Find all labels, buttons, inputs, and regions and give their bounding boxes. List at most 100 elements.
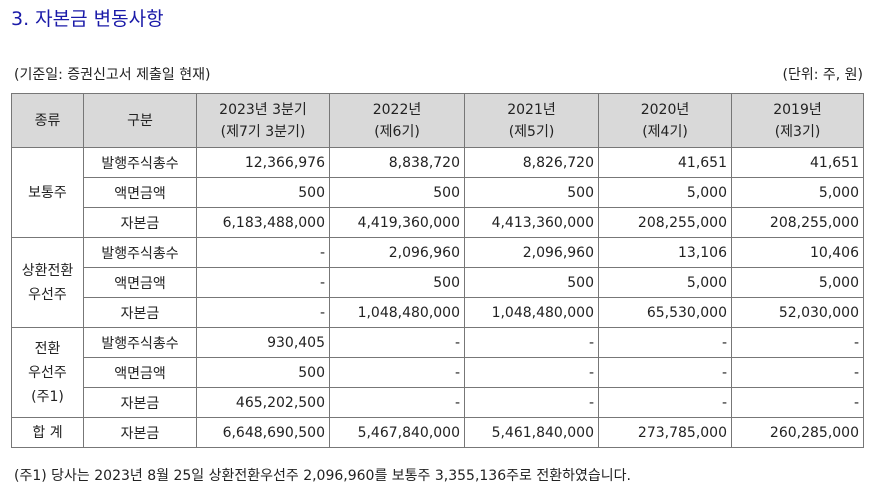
header-cell: 2020년 (제4기) [598, 93, 732, 148]
header-line: (제4기) [642, 123, 688, 140]
value-cell: 930,405 [196, 327, 330, 358]
value-cell: 500 [196, 177, 330, 208]
group-label-line: 보통주 [28, 184, 67, 201]
group-label-line: 상환전환 [21, 262, 74, 279]
table-row: 자본금 465,202,500- - - - [12, 387, 864, 418]
capital-table: 종류 구분 2023년 3분기 (제7기 3분기) 2022년 (제6기) 2021년 (제5… [11, 93, 864, 448]
value-cell: - [196, 297, 330, 328]
value-cell: 8,838,720 [329, 147, 465, 178]
value-cell: 1,048,480,000 [329, 297, 465, 328]
value-cell: 273,785,000 [598, 417, 732, 448]
value-cell: 6,183,488,000 [196, 207, 330, 238]
value-cell: 208,255,000 [598, 207, 732, 238]
group-label-line: 우선주 [28, 286, 67, 303]
value-cell: - [464, 357, 599, 388]
table-row: 자본금 6,183,488,000 4,419,360,000 4,413,360,0… [12, 207, 864, 238]
header-cell: 2019년 (제3기) [731, 93, 864, 148]
header-line: 2022년 [372, 101, 422, 118]
item-cell: 액면금액 [83, 357, 197, 388]
value-cell: - [329, 387, 465, 418]
value-cell: 10,406 [731, 237, 864, 268]
value-cell: 5,461,840,000 [464, 417, 599, 448]
item-cell: 발행주식총수 [83, 237, 197, 268]
value-cell: 6,648,690,500 [196, 417, 330, 448]
header-line: 2019년 [773, 101, 822, 118]
table-row: 합 계 자본금 6,648,690,500 5,467,840,000 5,461,84… [11, 417, 864, 448]
header-cell: 구분 [83, 93, 197, 148]
footnote: (주1) 당사는 2023년 8월 25일 상환전환우선주 2,096,960를… [14, 468, 631, 484]
header-line: (제5기) [508, 123, 555, 140]
value-cell: 500 [464, 267, 599, 298]
item-cell: 액면금액 [83, 177, 197, 208]
value-cell: 5,000 [598, 267, 732, 298]
value-cell: 208,255,000 [731, 207, 864, 238]
value-cell: - [731, 387, 864, 418]
item-cell: 액면금액 [83, 267, 197, 298]
item-cell: 발행주식총수 [83, 327, 197, 358]
value-cell: - [464, 387, 599, 418]
header-line: (제7기 3분기) [220, 123, 306, 140]
basis-date: (기준일: 증권신고서 제출일 현재) [14, 67, 211, 83]
value-cell: 5,467,840,000 [329, 417, 465, 448]
value-cell: 8,826,720 [464, 147, 599, 178]
header-line: (제3기) [774, 123, 821, 140]
table-row: 액면금액 500 500 500 5,000 5,000 [12, 177, 864, 208]
header-cell: 2022년 (제6기) [329, 93, 465, 148]
item-cell: 자본금 [83, 297, 197, 328]
value-cell: 41,651 [598, 147, 732, 178]
value-cell: - [598, 387, 732, 418]
unit-label: (단위: 주, 원) [782, 67, 863, 83]
group-label-line: 전환 [34, 340, 61, 357]
value-cell: - [196, 267, 330, 298]
header-cell: 2021년 (제5기) [464, 93, 599, 148]
value-cell: 52,030,000 [731, 297, 864, 328]
value-cell: 5,000 [731, 177, 864, 208]
value-cell: - [731, 327, 864, 358]
item-cell: 자본금 [83, 207, 197, 238]
value-cell: - [329, 327, 465, 358]
table-row: 전환 우선주 (주1) 발행주식총수 930,405- - - - [11, 327, 864, 418]
value-cell: 5,000 [598, 177, 732, 208]
table-row: 상환전환 우선주 발행주식총수 -2,096,960 2,096,960 13,106 10… [11, 237, 864, 328]
group-label-line: (주1) [31, 388, 64, 405]
value-cell: 1,048,480,000 [464, 297, 599, 328]
group-label: 합 계 [11, 417, 84, 448]
value-cell: 13,106 [598, 237, 732, 268]
value-cell: - [598, 357, 732, 388]
value-cell: - [464, 327, 599, 358]
header-line: 2023년 3분기 [219, 101, 307, 118]
group-label: 보통주 [11, 147, 84, 238]
value-cell: 465,202,500 [196, 387, 330, 418]
value-cell: 500 [196, 357, 330, 388]
value-cell: - [196, 237, 330, 268]
value-cell: - [329, 357, 465, 388]
value-cell: 5,000 [731, 267, 864, 298]
item-cell: 자본금 [83, 387, 197, 418]
value-cell: 500 [329, 267, 465, 298]
header-cell: 종류 [11, 93, 84, 148]
value-cell: 500 [464, 177, 599, 208]
value-cell: 2,096,960 [329, 237, 465, 268]
table-row: 액면금액 500- - - - [12, 357, 864, 388]
header-line: (제6기) [374, 123, 420, 140]
value-cell: - [598, 327, 732, 358]
header-line: 2020년 [640, 101, 690, 118]
table-row: 자본금 -1,048,480,000 1,048,480,000 65,530,000… [12, 297, 864, 328]
item-cell: 발행주식총수 [83, 147, 197, 178]
section-title: 3. 자본금 변동사항 [11, 8, 164, 30]
value-cell: 500 [329, 177, 465, 208]
value-cell: - [731, 357, 864, 388]
value-cell: 2,096,960 [464, 237, 599, 268]
item-cell: 자본금 [83, 417, 197, 448]
value-cell: 4,419,360,000 [329, 207, 465, 238]
value-cell: 260,285,000 [731, 417, 864, 448]
value-cell: 41,651 [731, 147, 864, 178]
group-label-line: 우선주 [28, 364, 67, 381]
header-line: 2021년 [507, 101, 556, 118]
value-cell: 65,530,000 [598, 297, 732, 328]
table-row: 보통주 발행주식총수 12,366,976 8,838,720 8,826,720 41,… [11, 147, 864, 238]
table-row: 액면금액 -500 500 5,000 5,000 [12, 267, 864, 298]
